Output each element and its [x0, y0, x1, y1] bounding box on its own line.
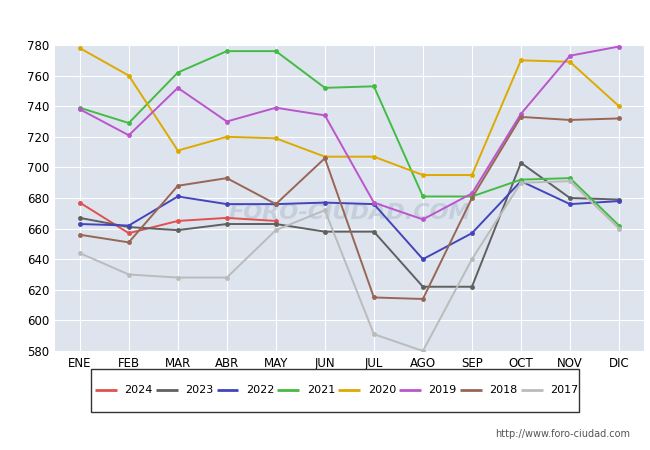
Text: 2018: 2018 [489, 385, 518, 396]
Text: 2020: 2020 [368, 385, 396, 396]
Text: 2023: 2023 [185, 385, 213, 396]
Text: FORO-CIUDAD.COM: FORO-CIUDAD.COM [228, 203, 471, 223]
Text: 2019: 2019 [428, 385, 457, 396]
Text: Afiliados en Genovés a 31/5/2024: Afiliados en Genovés a 31/5/2024 [185, 9, 465, 27]
Text: 2017: 2017 [551, 385, 578, 396]
Text: 2024: 2024 [124, 385, 152, 396]
Text: 2021: 2021 [307, 385, 335, 396]
Text: http://www.foro-ciudad.com: http://www.foro-ciudad.com [495, 429, 630, 439]
Text: 2022: 2022 [246, 385, 274, 396]
